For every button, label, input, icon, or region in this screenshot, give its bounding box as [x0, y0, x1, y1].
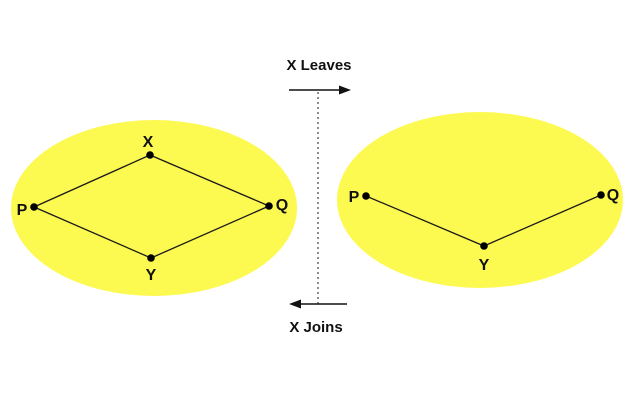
left-node-p	[30, 203, 38, 211]
right-network-region	[337, 112, 623, 288]
right-edge-y-q	[483, 194, 602, 247]
left-label-q: Q	[276, 197, 288, 214]
left-label-x: X	[143, 134, 154, 151]
right-node-y	[480, 242, 488, 250]
caption-x-leaves: X Leaves	[286, 57, 351, 74]
caption-x-joins: X Joins	[289, 319, 342, 336]
leaves-arrow	[289, 85, 351, 95]
left-network-region	[11, 120, 297, 296]
right-label-y: Y	[479, 257, 490, 274]
right-node-q	[597, 191, 605, 199]
right-label-q: Q	[607, 187, 619, 204]
left-edge-x-q	[149, 154, 270, 207]
right-edge-p-y	[365, 195, 485, 247]
left-edge-p-x	[33, 154, 151, 208]
left-label-p: P	[17, 202, 28, 219]
right-node-p	[362, 192, 370, 200]
left-node-y	[147, 254, 155, 262]
right-label-p: P	[349, 189, 360, 206]
joins-arrow	[289, 299, 347, 309]
left-node-x	[146, 151, 154, 159]
left-edge-p-y	[33, 206, 152, 259]
left-node-q	[265, 202, 273, 210]
left-label-y: Y	[146, 267, 157, 284]
left-edge-y-q	[150, 205, 270, 259]
